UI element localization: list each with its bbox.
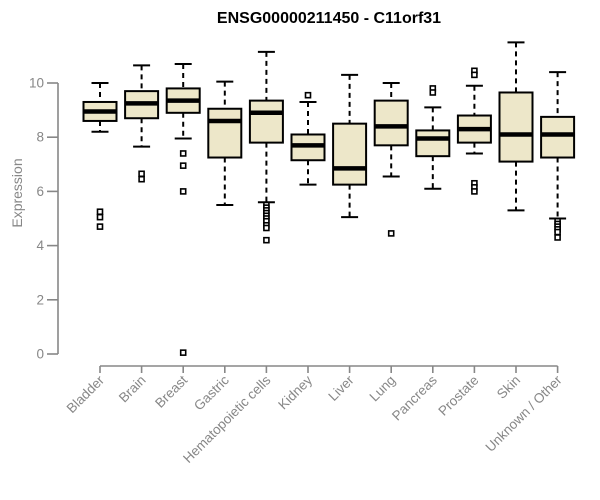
- chart-title: ENSG00000211450 - C11orf31: [216, 10, 442, 27]
- iqr-box: [207, 107, 243, 159]
- box-liver: [332, 73, 368, 219]
- outlier-point: [179, 162, 187, 169]
- iqr-box: [332, 122, 368, 186]
- outlier-point: [96, 223, 104, 230]
- outlier-point: [138, 170, 145, 178]
- box-prostate: [456, 67, 492, 195]
- iqr-box: [415, 129, 451, 158]
- y-tick-label: 2: [36, 292, 44, 307]
- outlier-point: [387, 230, 395, 237]
- x-tick-label-unknown-other: Unknown / Other: [482, 372, 565, 455]
- box-kidney: [290, 91, 326, 186]
- outlier-point: [179, 349, 187, 356]
- box-hematopoietic-cells: [248, 50, 284, 244]
- y-tick-label: 10: [29, 76, 44, 91]
- y-tick-label: 8: [36, 130, 44, 145]
- outlier-point: [471, 188, 478, 195]
- outlier-point: [554, 234, 561, 241]
- iqr-box: [540, 115, 576, 159]
- outlier-point: [179, 188, 187, 195]
- box-gastric: [207, 80, 243, 206]
- outlier-point: [554, 228, 561, 236]
- x-tick-label-kidney: Kidney: [275, 372, 315, 412]
- iqr-box: [373, 99, 409, 147]
- outlier-point: [263, 236, 270, 244]
- x-tick-label-lung: Lung: [366, 373, 398, 405]
- box-brain: [124, 64, 160, 183]
- y-tick-label: 6: [36, 184, 44, 199]
- y-tick-label: 0: [36, 347, 44, 362]
- x-tick-label-skin: Skin: [494, 373, 523, 402]
- box-bladder: [82, 82, 118, 230]
- y-axis: 0 2 4 6 8 10: [29, 76, 59, 362]
- x-tick-label-brain: Brain: [116, 373, 149, 406]
- x-tick-label-prostate: Prostate: [435, 373, 481, 419]
- outlier-point: [96, 213, 104, 221]
- outlier-point: [96, 208, 104, 216]
- outlier-point: [304, 91, 312, 99]
- x-tick-label-liver: Liver: [325, 372, 357, 404]
- box-pancreas: [415, 85, 451, 190]
- box-lung: [373, 82, 409, 237]
- outlier-point: [429, 89, 437, 96]
- x-tick-label-gastric: Gastric: [191, 372, 232, 413]
- x-tick-label-pancreas: Pancreas: [389, 372, 440, 423]
- iqr-box: [248, 99, 284, 144]
- x-tick-label-bladder: Bladder: [64, 372, 108, 416]
- y-tick-label: 4: [36, 238, 44, 253]
- outlier-point: [179, 150, 187, 157]
- outlier-point: [138, 175, 145, 183]
- box-unknown-other: [540, 71, 576, 241]
- outlier-point: [471, 71, 478, 79]
- box-skin: [498, 41, 534, 212]
- box-breast: [165, 63, 201, 356]
- outlier-point: [263, 224, 270, 232]
- x-tick-label-breast: Breast: [152, 372, 190, 410]
- iqr-box: [498, 91, 534, 163]
